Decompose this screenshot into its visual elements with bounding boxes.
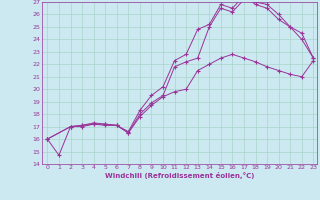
X-axis label: Windchill (Refroidissement éolien,°C): Windchill (Refroidissement éolien,°C) [105, 172, 254, 179]
